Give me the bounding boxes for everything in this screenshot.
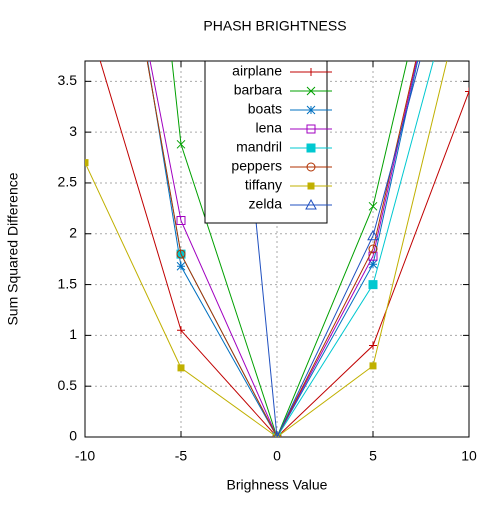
- series-line: [85, 61, 448, 437]
- marker: [177, 326, 185, 335]
- marker: [306, 143, 316, 153]
- marker: [176, 139, 186, 149]
- y-axis-label: Sum Squared Difference: [5, 172, 21, 325]
- series-line: [239, 61, 421, 437]
- x-tick-label: 0: [273, 448, 281, 464]
- y-tick-label: 2.5: [58, 174, 78, 190]
- marker: [368, 201, 378, 211]
- x-tick-label: 10: [461, 448, 477, 464]
- marker: [176, 249, 186, 259]
- marker: [465, 87, 469, 96]
- legend-label: lena: [256, 120, 283, 136]
- y-tick-label: 0: [69, 428, 77, 444]
- marker: [176, 261, 186, 271]
- legend-label: airplane: [232, 63, 282, 79]
- marker: [369, 362, 377, 370]
- marker: [176, 216, 186, 226]
- marker: [306, 86, 316, 96]
- marker: [306, 105, 316, 115]
- y-tick-label: 2: [69, 224, 77, 240]
- legend-box: [204, 60, 328, 224]
- legend-label: boats: [248, 101, 282, 117]
- marker: [307, 182, 315, 190]
- marker: [306, 162, 316, 172]
- plot-area: [81, 6, 469, 437]
- y-tick-label: 1.5: [58, 275, 78, 291]
- series-line: [99, 61, 469, 437]
- marker: [368, 280, 378, 290]
- x-axis-label: Brighness Value: [227, 477, 328, 493]
- marker: [367, 229, 379, 241]
- marker: [307, 68, 315, 76]
- x-tick-label: -5: [175, 448, 188, 464]
- legend-label: tiffany: [245, 177, 282, 193]
- marker: [305, 198, 317, 210]
- y-tick-label: 3: [69, 123, 77, 139]
- marker: [368, 244, 378, 254]
- legend-label: peppers: [231, 158, 282, 174]
- series-line: [146, 61, 417, 437]
- legend-label: mandril: [236, 139, 282, 155]
- marker: [81, 6, 89, 14]
- chart-title: PHASH BRIGHTNESS: [203, 18, 346, 34]
- x-tick-label: -10: [75, 448, 95, 464]
- series-line: [149, 61, 418, 437]
- marker: [273, 430, 281, 437]
- y-tick-label: 0.5: [58, 377, 78, 393]
- y-tick-label: 1: [69, 326, 77, 342]
- marker: [368, 259, 378, 269]
- marker: [306, 124, 316, 134]
- marker: [177, 364, 185, 372]
- marker: [369, 341, 377, 350]
- x-tick-label: 5: [369, 448, 377, 464]
- legend-label: barbara: [234, 82, 282, 98]
- series-line: [171, 61, 408, 437]
- marker: [85, 159, 89, 167]
- legend: airplane barbara boats lena mandril peppers ti…: [204, 60, 332, 224]
- legend-label: zelda: [249, 196, 283, 212]
- y-tick-label: 3.5: [58, 72, 78, 88]
